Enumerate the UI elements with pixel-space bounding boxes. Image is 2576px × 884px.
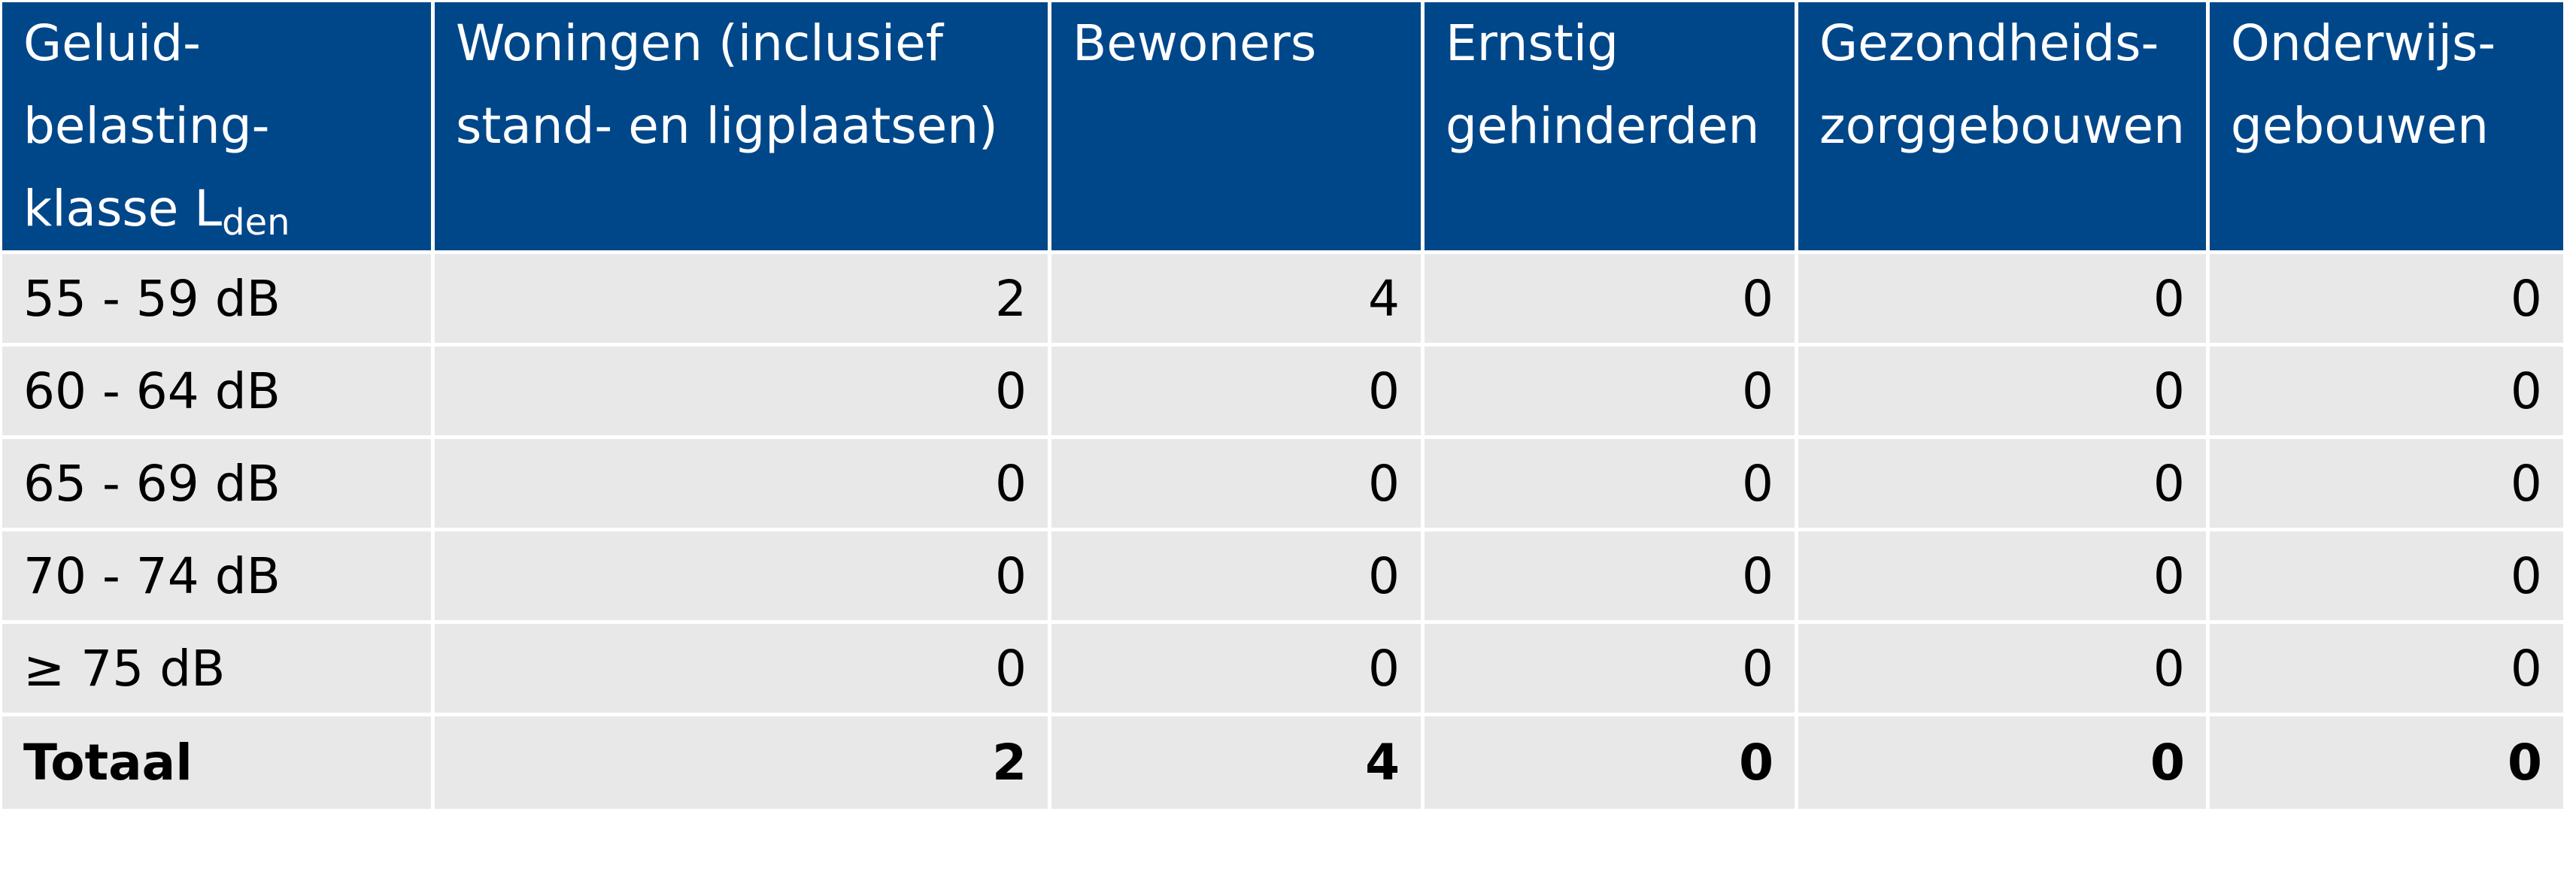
- cell-klasse: ≥ 75 dB: [2, 624, 435, 716]
- cell-gehinderden: 0: [1425, 531, 1798, 624]
- cell-zorggebouwen: 0: [1798, 531, 2210, 624]
- header-bewoners: Bewoners: [1051, 2, 1425, 254]
- cell-klasse: 55 - 59 dB: [2, 254, 435, 347]
- cell-zorggebouwen: 0: [1798, 347, 2210, 439]
- cell-woningen: 0: [435, 439, 1051, 531]
- cell-woningen: 0: [435, 531, 1051, 624]
- total-woningen: 2: [435, 716, 1051, 809]
- cell-onderwijs: 0: [2209, 531, 2563, 624]
- header-woningen: Woningen (inclusief stand- en ligplaatse…: [435, 2, 1051, 254]
- header-gehinderden: Ernstig gehinderden: [1425, 2, 1798, 254]
- cell-klasse: 70 - 74 dB: [2, 531, 435, 624]
- table-row: 65 - 69 dB 0 0 0 0 0: [2, 439, 2563, 531]
- cell-onderwijs: 0: [2209, 254, 2563, 347]
- total-gehinderden: 0: [1425, 716, 1798, 809]
- cell-onderwijs: 0: [2209, 347, 2563, 439]
- table-row: 55 - 59 dB 2 4 0 0 0: [2, 254, 2563, 347]
- cell-bewoners: 0: [1051, 347, 1425, 439]
- total-bewoners: 4: [1051, 716, 1425, 809]
- header-klasse-label: Geluid- belasting- klasse L: [23, 14, 270, 238]
- header-onderwijs: Onderwijs- gebouwen: [2209, 2, 2563, 254]
- cell-woningen: 2: [435, 254, 1051, 347]
- cell-zorggebouwen: 0: [1798, 254, 2210, 347]
- cell-klasse: 65 - 69 dB: [2, 439, 435, 531]
- total-zorggebouwen: 0: [1798, 716, 2210, 809]
- total-label: Totaal: [2, 716, 435, 809]
- cell-bewoners: 0: [1051, 624, 1425, 716]
- noise-exposure-table: Geluid- belasting- klasse Lden Woningen …: [2, 2, 2563, 809]
- cell-zorggebouwen: 0: [1798, 439, 2210, 531]
- header-klasse-subscript: den: [222, 201, 290, 244]
- cell-gehinderden: 0: [1425, 439, 1798, 531]
- cell-bewoners: 4: [1051, 254, 1425, 347]
- cell-klasse: 60 - 64 dB: [2, 347, 435, 439]
- total-row: Totaal 2 4 0 0 0: [2, 716, 2563, 809]
- header-zorggebouwen: Gezondheids- zorggebouwen: [1798, 2, 2210, 254]
- header-klasse: Geluid- belasting- klasse Lden: [2, 2, 435, 254]
- cell-onderwijs: 0: [2209, 439, 2563, 531]
- cell-woningen: 0: [435, 624, 1051, 716]
- cell-gehinderden: 0: [1425, 254, 1798, 347]
- cell-bewoners: 0: [1051, 439, 1425, 531]
- cell-zorggebouwen: 0: [1798, 624, 2210, 716]
- cell-bewoners: 0: [1051, 531, 1425, 624]
- header-row: Geluid- belasting- klasse Lden Woningen …: [2, 2, 2563, 254]
- table-row: ≥ 75 dB 0 0 0 0 0: [2, 624, 2563, 716]
- total-onderwijs: 0: [2209, 716, 2563, 809]
- cell-onderwijs: 0: [2209, 624, 2563, 716]
- cell-gehinderden: 0: [1425, 624, 1798, 716]
- cell-gehinderden: 0: [1425, 347, 1798, 439]
- cell-woningen: 0: [435, 347, 1051, 439]
- table-row: 70 - 74 dB 0 0 0 0 0: [2, 531, 2563, 624]
- table-row: 60 - 64 dB 0 0 0 0 0: [2, 347, 2563, 439]
